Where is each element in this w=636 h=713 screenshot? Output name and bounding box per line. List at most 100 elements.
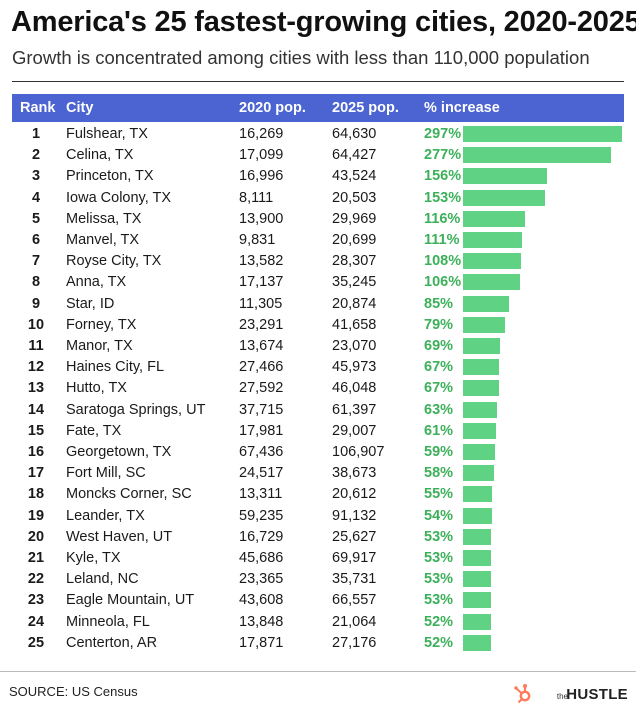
brand-name: HUSTLE [566,686,628,703]
increase-label: 53% [424,571,454,588]
table-row: 21 Kyle, TX 45,686 69,917 53% [0,548,636,569]
increase-bar [463,486,493,503]
increase-bar [463,147,612,164]
table-row: 12 Haines City, FL 27,466 45,973 67% [0,357,636,378]
rank-cell: 22 [27,571,45,588]
table-row: 2 Celina, TX 17,099 64,427 277% [0,145,636,166]
increase-label: 53% [424,550,454,566]
pop-2020-cell: 13,674 [239,338,284,354]
increase-bar [463,634,491,651]
rank-cell: 13 [27,380,45,397]
header-2020-pop: 2020 pop. [239,100,306,116]
city-cell: Princeton, TX [66,168,154,185]
rank-cell: 8 [31,274,41,291]
hubspot-sprocket-icon [514,684,531,704]
table-row: 17 Fort Mill, SC 24,517 38,673 58% [0,463,636,484]
pop-2020-cell: 17,981 [239,422,284,439]
increase-bar [463,592,492,609]
increase-bar [463,401,497,418]
pop-2025-cell: 45,973 [332,359,377,376]
header-2025-pop: 2025 pop. [332,100,399,116]
pop-2020-cell: 13,848 [239,613,284,630]
pop-2025-cell: 35,731 [332,571,377,588]
city-cell: Leland, NC [66,571,139,588]
rank-cell: 12 [27,359,45,376]
increase-bar [463,507,492,524]
pop-2020-cell: 16,729 [239,528,284,545]
table-header: Rank City 2020 pop. 2025 pop. % increase [12,94,624,122]
pop-2020-cell: 11,305 [239,295,283,312]
rank-cell: 23 [27,592,45,609]
rank-cell: 11 [28,338,44,354]
pop-2025-cell: 21,064 [332,613,377,630]
rank-cell: 5 [31,210,41,227]
header-rank: Rank [20,100,56,116]
chart-subtitle: Growth is concentrated among cities with… [12,47,590,68]
city-cell: Eagle Mountain, UT [66,592,195,609]
increase-label: 111% [424,232,460,248]
rank-cell: 18 [27,486,45,503]
city-cell: Anna, TX [66,274,127,291]
increase-label: 106% [424,274,462,291]
increase-bar [463,528,492,545]
pop-2025-cell: 61,397 [332,401,377,418]
increase-bar [463,338,500,354]
pop-2020-cell: 9,831 [239,232,276,248]
table-row: 16 Georgetown, TX 67,436 106,907 59% [0,442,636,463]
increase-bar [463,359,499,376]
city-cell: Celina, TX [66,147,134,164]
header-increase: % increase [424,100,500,116]
increase-label: 67% [424,359,454,376]
table-row: 23 Eagle Mountain, UT 43,608 66,557 53% [0,590,636,611]
pop-2020-cell: 23,291 [239,316,284,333]
table-row: 10 Forney, TX 23,291 41,658 79% [0,315,636,336]
increase-label: 116% [424,210,461,227]
pop-2020-cell: 17,099 [239,147,284,164]
increase-bar [463,316,506,333]
pop-2020-cell: 16,269 [239,126,284,142]
city-cell: Fort Mill, SC [66,465,146,482]
table-row: 18 Moncks Corner, SC 13,311 20,612 55% [0,484,636,505]
brand-the: the [556,692,568,701]
city-cell: Melissa, TX [66,210,142,227]
city-cell: Moncks Corner, SC [66,486,192,503]
pop-2020-cell: 13,311 [239,486,283,503]
city-cell: Iowa Colony, TX [66,189,172,206]
table-row: 20 West Haven, UT 16,729 25,627 53% [0,527,636,548]
increase-label: 52% [424,613,454,630]
increase-label: 53% [424,592,454,609]
brand-logo: the HUSTLE [498,683,628,705]
rank-cell: 9 [31,295,41,312]
pop-2020-cell: 27,592 [239,380,284,397]
pop-2020-cell: 23,365 [239,571,284,588]
pop-2025-cell: 27,176 [332,634,377,651]
pop-2025-cell: 29,969 [332,210,377,227]
table-row: 15 Fate, TX 17,981 29,007 61% [0,421,636,442]
table-row: 7 Royse City, TX 13,582 28,307 108% [0,251,636,272]
rank-cell: 16 [27,444,45,460]
pop-2020-cell: 13,582 [239,253,284,270]
pop-2020-cell: 37,715 [239,401,284,418]
chart-title: America's 25 fastest-growing cities, 202… [11,6,636,38]
pop-2025-cell: 69,917 [332,550,377,566]
increase-bar [463,168,547,185]
rank-cell: 6 [31,232,41,248]
increase-label: 277% [424,147,462,164]
city-cell: Forney, TX [66,316,137,333]
pop-2025-cell: 46,048 [332,380,377,397]
increase-label: 79% [424,316,454,333]
rank-cell: 21 [27,550,45,566]
city-cell: Manvel, TX [66,232,140,248]
pop-2020-cell: 13,900 [239,210,284,227]
table-row: 3 Princeton, TX 16,996 43,524 156% [0,166,636,187]
increase-label: 153% [424,189,462,206]
pop-2025-cell: 20,874 [332,295,377,312]
rank-cell: 19 [27,507,45,524]
rank-cell: 10 [27,316,45,333]
pop-2025-cell: 91,132 [332,507,377,524]
increase-bar [463,210,526,227]
increase-bar [463,232,523,248]
pop-2025-cell: 23,070 [332,338,377,354]
increase-label: 108% [424,253,462,270]
pop-2025-cell: 43,524 [332,168,377,185]
